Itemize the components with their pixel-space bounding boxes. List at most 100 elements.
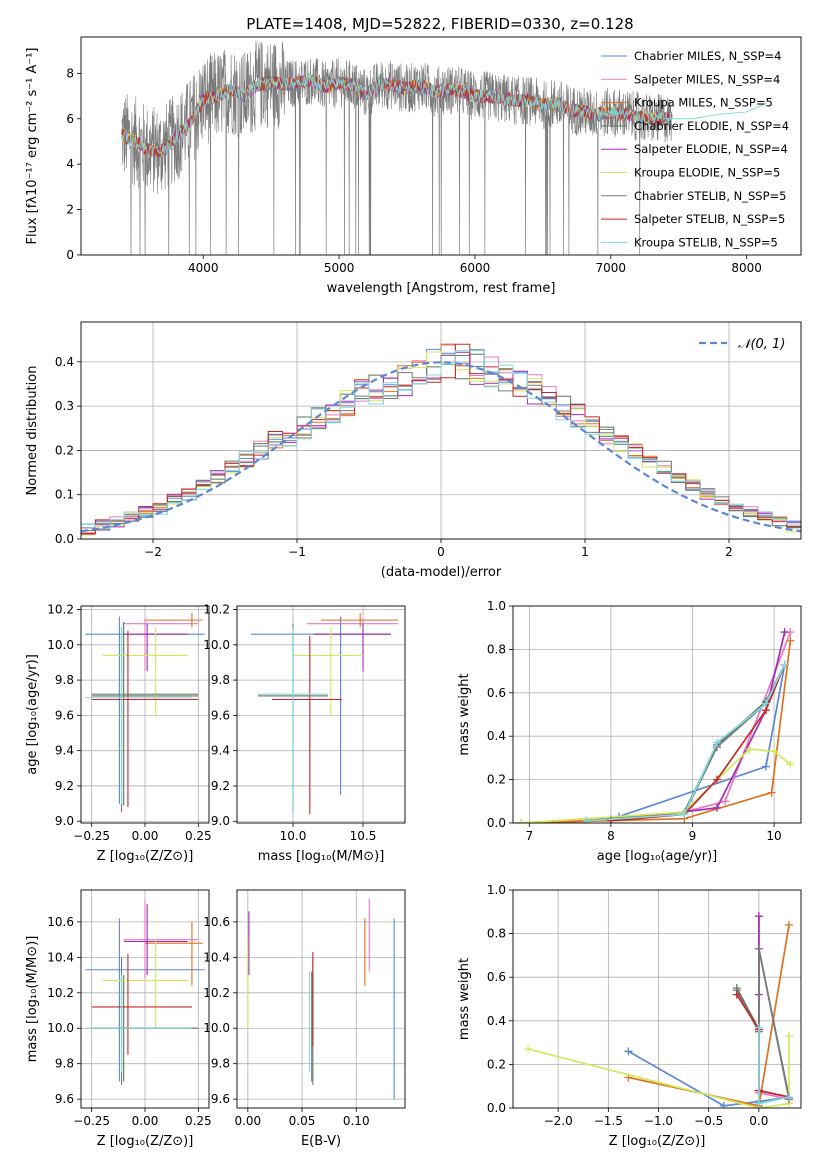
- weight-point: [719, 1101, 728, 1108]
- weight-series-line: [527, 1036, 790, 1108]
- y-tick-label: 0.3: [55, 399, 74, 413]
- y-tick-label: 10.0: [47, 1021, 74, 1035]
- weight-point: [606, 816, 615, 823]
- x-tick-label: 0.00: [132, 1114, 159, 1128]
- y-tick-label: 0.6: [487, 970, 506, 984]
- y-tick-label: 0.8: [487, 642, 506, 656]
- y-tick-label: 0: [66, 248, 74, 262]
- x-axis-label: E(B-V): [301, 1134, 341, 1149]
- weight-point: [624, 1047, 633, 1056]
- x-tick-label: −2.0: [544, 1114, 573, 1128]
- y-tick-label: 10.2: [47, 986, 74, 1000]
- legend-label: Kroupa STELIB, N_SSP=5: [634, 235, 778, 249]
- legend-label: Kroupa ELODIE, N_SSP=5: [634, 166, 780, 180]
- x-axis-label: age [log₁₀(age/yr)]: [597, 849, 718, 864]
- x-tick-label: −0.25: [73, 1114, 110, 1128]
- x-tick-label: 10.0: [280, 829, 307, 843]
- y-tick-label: 4: [66, 157, 74, 171]
- error-bar: [293, 627, 363, 716]
- y-tick-label: 0.4: [487, 1014, 506, 1028]
- legend-label: Salpeter STELIB, N_SSP=5: [634, 212, 785, 226]
- x-tick-label: −1.0: [644, 1114, 673, 1128]
- y-axis-label: mass weight: [457, 673, 472, 755]
- x-tick-label: 8000: [731, 261, 762, 275]
- y-tick-label: 10.2: [203, 603, 230, 617]
- weight-series-line: [610, 664, 786, 822]
- ebv-mass-panel: 0.00 0.05 0.10 9.6 9.8 10.0 10.2 10.4 10.6 E(B-V): [203, 889, 406, 1149]
- legend-label: 𝒩(0, 1): [738, 337, 785, 352]
- y-tick-label: 9.6: [55, 1092, 74, 1106]
- model-spectrum: [121, 74, 673, 158]
- y-tick-label: 9.8: [55, 1057, 74, 1071]
- y-tick-label: 8: [66, 66, 74, 80]
- weight-point: [712, 775, 721, 784]
- weight-point: [712, 738, 721, 747]
- y-tick-label: 9.6: [55, 708, 74, 722]
- weight-point: [786, 760, 795, 769]
- z-weight-plot-area: [524, 912, 793, 1108]
- x-axis-label: Z [log₁₀(Z/Z⊙)]: [609, 1134, 706, 1149]
- y-tick-label: 10.0: [203, 638, 230, 652]
- x-tick-label: 0.00: [132, 829, 159, 843]
- x-tick-label: 7: [525, 829, 533, 843]
- y-tick-label: 10.0: [203, 1021, 230, 1035]
- weight-series-line: [758, 916, 790, 1098]
- axes-frame: [80, 605, 210, 824]
- weight-series-line: [521, 664, 786, 823]
- y-tick-label: 9.6: [211, 708, 230, 722]
- y-tick-label: 9.2: [55, 779, 74, 793]
- weight-point: [780, 660, 789, 669]
- z-weight-panel: −2.0 −1.5 −1.0 −0.5 0.0 0.0 0.2 0.4 0.6 0.8 1.0 Z […: [457, 883, 802, 1149]
- x-tick-label: 0.05: [289, 1114, 316, 1128]
- error-bar: [85, 975, 192, 1073]
- residuals-plot-area: [81, 343, 801, 536]
- residual-histogram: [81, 349, 801, 529]
- mass-age-plot-area: [251, 613, 398, 815]
- z-mass-plot-area: [85, 900, 205, 1085]
- mass-age-panel: 10.0 10.5 9.0 9.2 9.4 9.6 9.8 10.0 10.2 mass [log…: [203, 603, 406, 864]
- y-tick-label: 9.6: [211, 1092, 230, 1106]
- z-age-plot-area: [85, 613, 205, 813]
- y-tick-label: 0.2: [55, 443, 74, 457]
- axes-frame: [236, 889, 406, 1109]
- y-tick-label: 0.0: [487, 1101, 506, 1115]
- weight-point: [784, 920, 793, 929]
- x-tick-label: 7000: [596, 261, 627, 275]
- weight-point: [524, 1045, 533, 1054]
- x-tick-label: 5000: [324, 261, 355, 275]
- error-bar: [321, 613, 398, 628]
- y-axis-label: mass [log₁₀(M/M⊙)]: [25, 936, 40, 1063]
- spectrum-panel: 4000 5000 6000 7000 8000 0 2 4 6 8 wavelength [Ang…: [25, 36, 802, 296]
- y-tick-label: 10.2: [47, 603, 74, 617]
- weight-point: [680, 810, 689, 819]
- weight-point: [745, 745, 754, 754]
- y-tick-label: 0.2: [487, 1057, 506, 1071]
- y-tick-label: 0.0: [487, 816, 506, 830]
- x-tick-label: 4000: [188, 261, 219, 275]
- residuals-panel: −2 −1 0 1 2 0.0 0.1 0.2 0.3 0.4 (data-model)/error…: [25, 321, 802, 580]
- spectrum-legend: Chabrier MILES, N_SSP=4 Salpeter MILES, N…: [601, 49, 789, 249]
- y-tick-label: 0.1: [55, 488, 74, 502]
- x-tick-label: −1.5: [594, 1114, 623, 1128]
- y-tick-label: 0.6: [487, 686, 506, 700]
- model-extension: [665, 102, 768, 120]
- x-tick-label: −1: [288, 545, 306, 559]
- weight-point: [780, 628, 789, 637]
- x-tick-label: −2: [144, 545, 162, 559]
- y-axis-label: mass weight: [457, 958, 472, 1040]
- weight-series-line: [521, 748, 791, 823]
- x-tick-label: 8: [607, 829, 615, 843]
- y-tick-label: 1.0: [487, 883, 506, 897]
- axes-frame: [80, 36, 802, 256]
- y-tick-label: 10.2: [203, 986, 230, 1000]
- error-bar: [145, 613, 203, 628]
- figure-title: PLATE=1408, MJD=52822, FIBERID=0330, z=0…: [246, 15, 633, 33]
- weight-point: [784, 1093, 793, 1102]
- error-bar: [123, 618, 199, 672]
- x-axis-label: wavelength [Angstrom, rest frame]: [327, 281, 556, 296]
- error-bar: [102, 627, 188, 716]
- x-tick-label: 10.5: [350, 829, 377, 843]
- legend-label: Salpeter ELODIE, N_SSP=4: [634, 142, 788, 156]
- weight-point: [784, 1032, 793, 1041]
- y-tick-label: 10.4: [47, 950, 74, 964]
